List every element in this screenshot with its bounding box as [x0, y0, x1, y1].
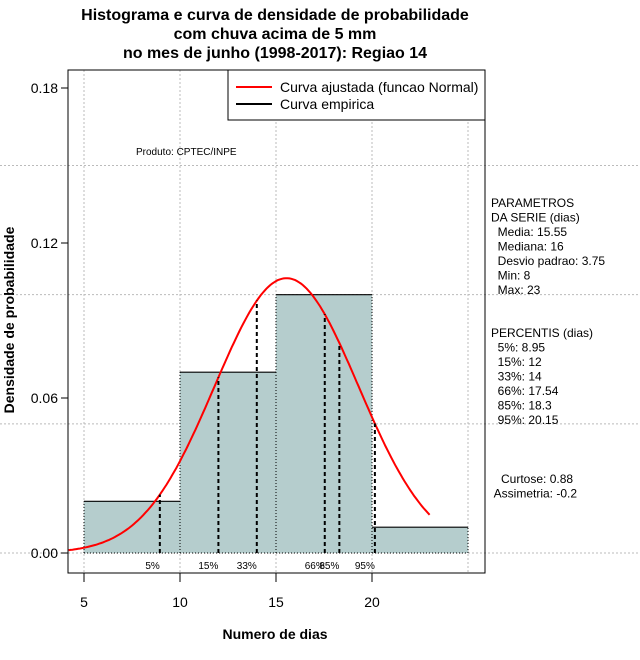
percentile-label: 85% [319, 561, 339, 572]
side-panel-line: 15%: 12 [491, 355, 542, 369]
percentile-label: 33% [237, 561, 257, 572]
bar-outline [371, 527, 469, 554]
side-panel-line: PERCENTIS (dias) [491, 326, 593, 340]
side-panel-line: Assimetria: -0.2 [491, 487, 577, 501]
percentile-label: 15% [198, 561, 218, 572]
chart-title-line: no mes de junho (1998-2017): Regiao 14 [123, 45, 427, 62]
side-panel-line: 5%: 8.95 [491, 341, 545, 355]
x-tick-label: 10 [172, 594, 188, 610]
side-panel-line: 33%: 14 [491, 370, 542, 384]
side-panel-line: Min: 8 [491, 269, 531, 283]
side-panel-line: 66%: 17.54 [491, 384, 559, 398]
side-panel-line: Max: 23 [491, 283, 541, 297]
x-axis-label: Numero de dias [222, 626, 327, 642]
side-panel-line: Media: 15.55 [491, 225, 567, 239]
legend-box [227, 69, 486, 121]
chart-title-line: Histograma e curva de densidade de proba… [81, 7, 469, 24]
percentile-label: 66% [305, 561, 325, 572]
x-tick-label: 20 [364, 594, 380, 610]
legend-label: Curva empirica [280, 96, 374, 112]
y-tick-label: 0.00 [31, 545, 58, 561]
side-panel-line: PARAMETROS [491, 196, 574, 210]
side-panel-line: Mediana: 16 [491, 240, 564, 254]
percentile-label: 95% [355, 561, 375, 572]
legend-label: Curva ajustada (funcao Normal) [280, 79, 478, 95]
histogram-bar [180, 372, 276, 553]
x-tick-label: 15 [268, 594, 284, 610]
normal-curve [68, 277, 431, 552]
side-panel-line: DA SERIE (dias) [491, 211, 580, 225]
side-panel-line: 95%: 20.15 [491, 413, 559, 427]
histogram-bar [372, 527, 468, 553]
chart-title-line: com chuva acima de 5 mm [174, 26, 377, 43]
product-annotation: Produto: CPTEC/INPE [136, 147, 237, 158]
percentile-label: 5% [145, 561, 160, 572]
bar-outline [83, 501, 181, 554]
side-panel-line: Curtose: 0.88 [491, 472, 573, 486]
y-tick-label: 0.12 [31, 235, 58, 251]
y-tick-label: 0.06 [31, 390, 58, 406]
y-tick-label: 0.18 [31, 80, 58, 96]
x-tick-label: 5 [80, 594, 88, 610]
y-axis-label: Densidade de probabilidade [1, 226, 17, 413]
side-panel-line: Desvio padrao: 3.75 [491, 254, 605, 268]
histogram-bar [84, 501, 180, 553]
side-panel-line: 85%: 18.3 [491, 399, 552, 413]
